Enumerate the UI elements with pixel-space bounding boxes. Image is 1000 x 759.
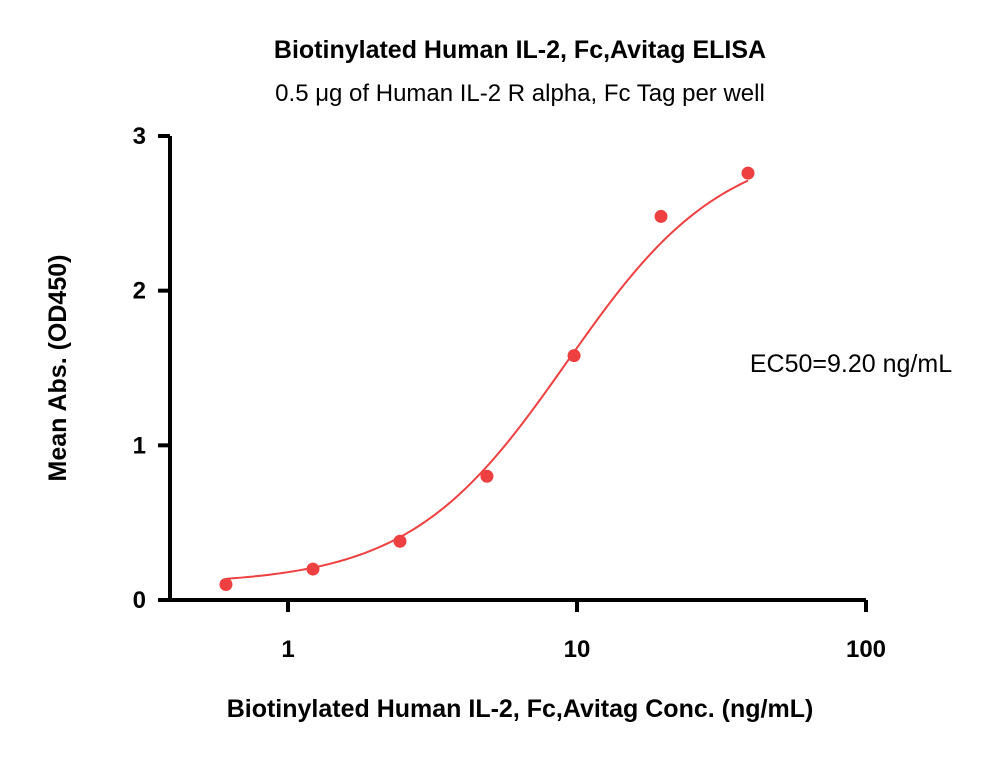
y-tick-label: 2 <box>133 278 146 305</box>
data-point <box>654 209 668 223</box>
chart-title: Biotinylated Human IL-2, Fc,Avitag ELISA <box>274 36 766 64</box>
y-tick-label: 0 <box>133 587 146 614</box>
y-axis-label: Mean Abs. (OD450) <box>44 255 72 482</box>
y-tick-label: 3 <box>133 123 146 150</box>
ec50-annotation: EC50=9.20 ng/mL <box>750 350 952 378</box>
y-tick-label: 1 <box>133 432 146 459</box>
x-tick-label: 10 <box>564 636 591 663</box>
fit-curve <box>225 179 749 580</box>
data-point <box>741 166 755 180</box>
x-axis-label: Biotinylated Human IL-2, Fc,Avitag Conc.… <box>227 695 814 723</box>
data-point <box>306 562 320 576</box>
data-point <box>567 349 581 363</box>
data-point <box>480 469 494 483</box>
data-point <box>219 578 233 592</box>
y-axis-ticks: 0 1 2 3 <box>133 123 170 614</box>
data-point <box>393 534 407 548</box>
x-tick-label: 100 <box>846 636 886 663</box>
x-axis-ticks: 1 10 100 <box>281 600 886 663</box>
data-points <box>219 166 755 592</box>
x-tick-label: 1 <box>281 636 294 663</box>
chart-subtitle: 0.5 μg of Human IL-2 R alpha, Fc Tag per… <box>275 80 765 107</box>
